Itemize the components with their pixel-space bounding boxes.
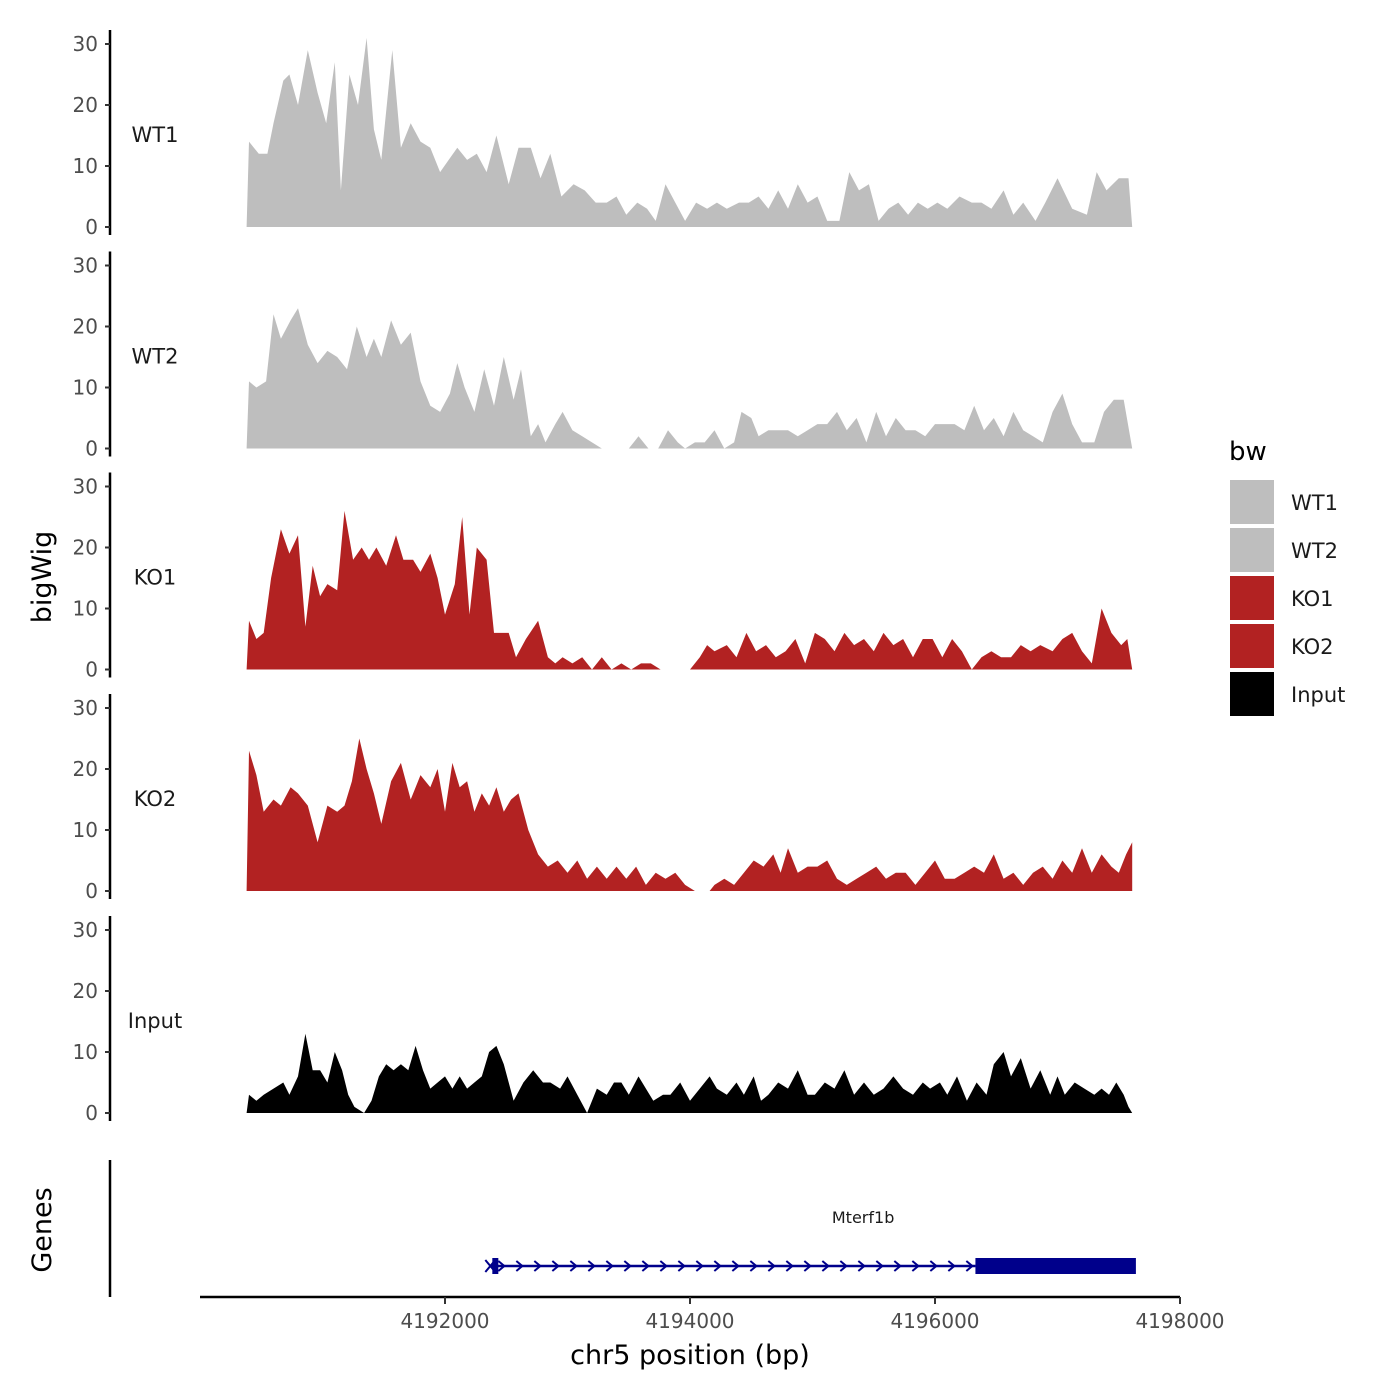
area-ko2	[246, 738, 1133, 891]
y-tick-label: 10	[73, 154, 98, 178]
strand-arrow	[569, 1260, 578, 1272]
legend: bw WT1 WT2 KO1 KO2 Input	[1229, 437, 1345, 716]
legend-item-ko2: KO2	[1230, 624, 1334, 668]
legend-item-input: Input	[1230, 672, 1345, 716]
y-tick-label: 20	[73, 757, 98, 781]
y-axis-title: bigWig	[27, 531, 58, 624]
legend-item-ko1: KO1	[1230, 576, 1334, 620]
x-axis: 4192000 4194000 4196000 4198000	[200, 1295, 1225, 1333]
legend-title: bw	[1229, 437, 1267, 467]
strand-arrow	[875, 1260, 884, 1272]
strand-arrow	[695, 1260, 704, 1272]
legend-label: KO1	[1291, 587, 1334, 611]
y-tick-label: 20	[73, 536, 98, 560]
legend-swatch	[1230, 480, 1274, 524]
x-tick-label: 4194000	[645, 1309, 734, 1333]
y-tick-label: 10	[73, 376, 98, 400]
y-tick-label: 0	[85, 1101, 98, 1125]
strand-arrow	[785, 1260, 794, 1272]
track-wt1: 0 10 20 30 WT1	[73, 30, 1133, 239]
x-tick-label: 4196000	[890, 1309, 979, 1333]
y-tick-label: 0	[85, 437, 98, 461]
strand-arrow	[713, 1260, 722, 1272]
track-label-wt1: WT1	[132, 123, 179, 147]
track-label-ko1: KO1	[134, 566, 177, 590]
track-wt2: 0 10 20 30 WT2	[73, 251, 1133, 461]
y-tick-label: 30	[73, 254, 98, 278]
legend-swatch	[1230, 672, 1274, 716]
strand-arrow	[965, 1260, 974, 1272]
area-input	[246, 1033, 1133, 1113]
strand-arrow	[767, 1260, 776, 1272]
strand-arrow	[857, 1260, 866, 1272]
strand-arrow	[533, 1260, 542, 1272]
strand-arrow	[623, 1260, 632, 1272]
strand-arrow	[749, 1260, 758, 1272]
y-tick-label: 0	[85, 215, 98, 239]
strand-arrow	[929, 1260, 938, 1272]
legend-label: KO2	[1291, 635, 1334, 659]
x-tick-label: 4198000	[1135, 1309, 1224, 1333]
gene-exon-block	[975, 1258, 1136, 1274]
area-wt1	[246, 37, 1133, 228]
gene-name-label: Mterf1b	[832, 1208, 894, 1227]
legend-label: Input	[1291, 683, 1345, 707]
legend-label: WT1	[1291, 491, 1338, 515]
y-tick-label: 30	[73, 475, 98, 499]
strand-arrow	[803, 1260, 812, 1272]
strand-arrow	[605, 1260, 614, 1272]
strand-arrow	[731, 1260, 740, 1272]
y-tick-label: 30	[73, 32, 98, 56]
track-label-ko2: KO2	[134, 787, 177, 811]
strand-arrow	[893, 1260, 902, 1272]
y-tick-label: 30	[73, 696, 98, 720]
gene-utr5-block	[492, 1258, 499, 1274]
legend-item-wt1: WT1	[1230, 480, 1338, 524]
legend-label: WT2	[1291, 539, 1338, 563]
legend-swatch	[1230, 624, 1274, 668]
strand-arrow	[497, 1260, 506, 1272]
gene-track-title: Genes	[27, 1187, 58, 1272]
strand-arrow	[839, 1260, 848, 1272]
x-axis-title: chr5 position (bp)	[570, 1340, 810, 1371]
legend-item-wt2: WT2	[1230, 528, 1338, 572]
strand-arrow	[659, 1260, 668, 1272]
strand-arrow	[947, 1260, 956, 1272]
y-tick-label: 10	[73, 597, 98, 621]
area-wt2	[246, 308, 1133, 449]
y-tick-label: 10	[73, 1040, 98, 1064]
x-tick-label: 4192000	[400, 1309, 489, 1333]
track-label-wt2: WT2	[132, 345, 179, 369]
strand-arrow	[515, 1260, 524, 1272]
area-ko1	[246, 510, 1133, 670]
gene-track: Mterf1b	[108, 1160, 1136, 1297]
y-tick-label: 30	[73, 918, 98, 942]
strand-arrow	[551, 1260, 560, 1272]
y-tick-label: 0	[85, 658, 98, 682]
track-input: 0 10 20 30 Input	[73, 916, 1133, 1125]
strand-arrow	[821, 1260, 830, 1272]
track-ko1: 0 10 20 30 KO1	[73, 472, 1133, 682]
y-tick-label: 20	[73, 315, 98, 339]
y-tick-label: 20	[73, 979, 98, 1003]
strand-arrow	[911, 1260, 920, 1272]
legend-swatch	[1230, 528, 1274, 572]
track-ko2: 0 10 20 30 KO2	[73, 694, 1133, 903]
strand-arrow	[641, 1260, 650, 1272]
legend-swatch	[1230, 576, 1274, 620]
y-tick-label: 20	[73, 93, 98, 117]
track-label-input: Input	[128, 1009, 182, 1033]
y-tick-label: 0	[85, 879, 98, 903]
y-tick-label: 10	[73, 818, 98, 842]
strand-arrow	[677, 1260, 686, 1272]
signal-tracks: 0 10 20 30 WT1 0 10 20 30 WT2 0 10 20 30 KO1 0 10 20 30 KO2…	[73, 30, 1133, 1125]
strand-arrow	[587, 1260, 596, 1272]
